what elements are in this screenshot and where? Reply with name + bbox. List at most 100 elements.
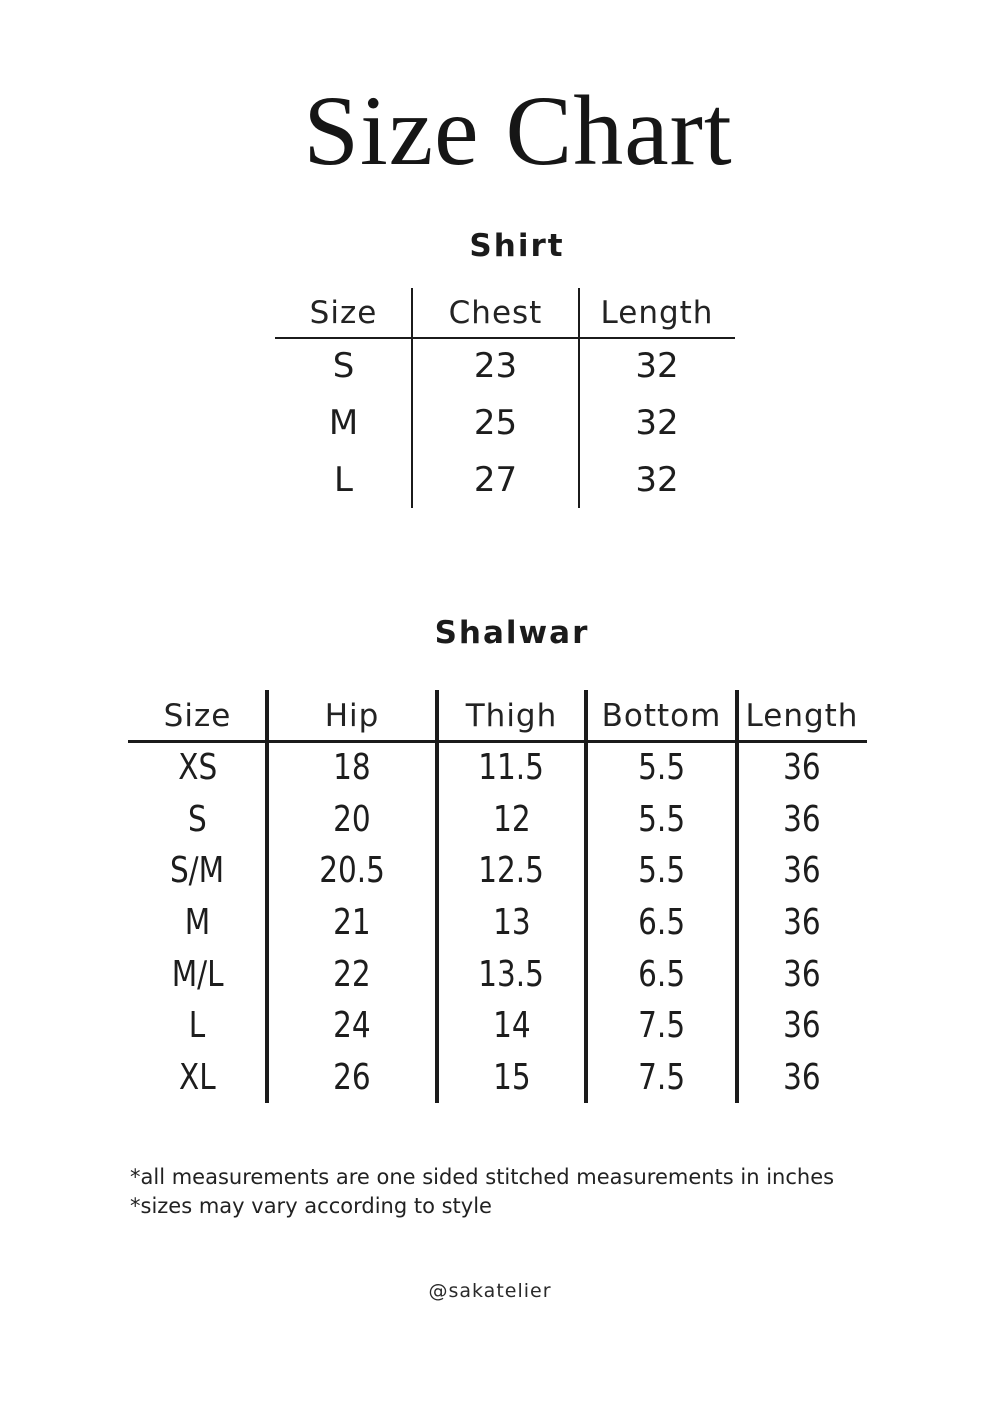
shalwar-cell-length: 36 xyxy=(737,948,867,1000)
shalwar-cell-hip: 20 xyxy=(267,794,437,846)
shirt-cell-length: 32 xyxy=(635,402,679,443)
shalwar-cell-thigh: 13.5 xyxy=(437,948,586,1000)
shalwar-cell-value: 5.5 xyxy=(638,747,685,789)
shalwar-cell-value: 36 xyxy=(783,747,821,789)
shalwar-cell-size: XL xyxy=(128,1051,267,1103)
shalwar-cell-value: 36 xyxy=(783,798,821,840)
shalwar-cell-value: 5.5 xyxy=(638,850,685,892)
shalwar-cell-size: XS xyxy=(128,742,267,794)
shirt-cell-chest: 23 xyxy=(473,346,518,387)
shalwar-cell-value: 36 xyxy=(783,1056,821,1098)
shalwar-cell-value: 13.5 xyxy=(478,953,545,995)
shirt-table-column-divider-2 xyxy=(578,288,580,508)
shalwar-cell-value: 6.5 xyxy=(638,953,685,995)
shalwar-cell-length: 36 xyxy=(737,742,867,794)
shalwar-cell-value: M/L xyxy=(171,953,224,995)
shalwar-cell-value: 21 xyxy=(333,901,371,943)
footnotes: *all measurements are one sided stitched… xyxy=(130,1163,834,1221)
shirt-column-header-chest: Chest xyxy=(448,295,543,331)
shalwar-cell-thigh: 12 xyxy=(437,794,586,846)
shalwar-cell-size: M/L xyxy=(128,948,267,1000)
shalwar-column-header-length: Length xyxy=(745,698,859,734)
shalwar-cell-size: M xyxy=(128,897,267,949)
footnote-sizes-vary: *sizes may vary according to style xyxy=(130,1194,492,1218)
shalwar-table-column-divider-4 xyxy=(735,690,739,1103)
shalwar-cell-bottom: 5.5 xyxy=(586,742,737,794)
shalwar-cell-length: 36 xyxy=(737,794,867,846)
shalwar-column-header-size: Size xyxy=(163,698,232,734)
shalwar-cell-size: S/M xyxy=(128,845,267,897)
shalwar-cell-value: L xyxy=(189,1005,206,1047)
shalwar-cell-value: 24 xyxy=(333,1005,371,1047)
shirt-table-column-divider-1 xyxy=(411,288,413,508)
shalwar-cell-value: 36 xyxy=(783,901,821,943)
shalwar-cell-hip: 22 xyxy=(267,948,437,1000)
shirt-table-header-rule xyxy=(275,337,735,339)
shirt-cell-length: 32 xyxy=(635,459,679,500)
shalwar-size-table: Size Hip Thigh Bottom Length XS 18 11.5 … xyxy=(128,690,867,1103)
shalwar-cell-thigh: 14 xyxy=(437,1000,586,1052)
brand-handle: @sakatelier xyxy=(428,1280,552,1302)
shalwar-cell-bottom: 7.5 xyxy=(586,1000,737,1052)
shalwar-cell-value: 36 xyxy=(783,850,821,892)
shirt-cell-size: M xyxy=(328,402,359,443)
shalwar-table-column-divider-2 xyxy=(435,690,439,1103)
shirt-section-title: Shirt xyxy=(469,228,565,264)
shalwar-cell-value: M xyxy=(184,901,211,943)
shalwar-cell-length: 36 xyxy=(737,1000,867,1052)
shalwar-cell-bottom: 6.5 xyxy=(586,897,737,949)
shalwar-table-column-divider-1 xyxy=(265,690,269,1103)
shalwar-cell-size: S xyxy=(128,794,267,846)
shalwar-cell-value: 12 xyxy=(492,798,531,840)
shalwar-cell-value: S xyxy=(188,798,207,840)
shalwar-cell-value: 11.5 xyxy=(478,747,545,789)
shalwar-cell-hip: 20.5 xyxy=(267,845,437,897)
shalwar-cell-hip: 26 xyxy=(267,1051,437,1103)
shalwar-cell-hip: 24 xyxy=(267,1000,437,1052)
shalwar-cell-value: 12.5 xyxy=(478,850,545,892)
shirt-cell-chest: 25 xyxy=(473,402,518,443)
shalwar-cell-value: 15 xyxy=(492,1056,531,1098)
shalwar-cell-value: 7.5 xyxy=(638,1005,685,1047)
shalwar-cell-bottom: 5.5 xyxy=(586,845,737,897)
shalwar-cell-value: 5.5 xyxy=(638,798,685,840)
shalwar-cell-size: L xyxy=(128,1000,267,1052)
shalwar-cell-value: 36 xyxy=(783,953,821,995)
shalwar-cell-hip: 21 xyxy=(267,897,437,949)
shalwar-cell-value: S/M xyxy=(170,850,225,892)
shalwar-cell-value: 6.5 xyxy=(638,901,685,943)
shalwar-cell-length: 36 xyxy=(737,1051,867,1103)
shalwar-cell-hip: 18 xyxy=(267,742,437,794)
shalwar-cell-value: 20 xyxy=(333,798,371,840)
shalwar-cell-value: 7.5 xyxy=(638,1056,685,1098)
shalwar-section-title: Shalwar xyxy=(434,615,590,651)
shalwar-cell-value: 14 xyxy=(492,1005,531,1047)
shalwar-cell-length: 36 xyxy=(737,897,867,949)
shalwar-cell-thigh: 12.5 xyxy=(437,845,586,897)
shirt-column-header-size: Size xyxy=(309,295,378,331)
shalwar-column-header-hip: Hip xyxy=(324,698,380,734)
shalwar-cell-bottom: 7.5 xyxy=(586,1051,737,1103)
shalwar-cell-bottom: 5.5 xyxy=(586,794,737,846)
shirt-cell-size: S xyxy=(332,346,355,387)
shirt-column-header-length: Length xyxy=(600,295,714,331)
shalwar-cell-value: XS xyxy=(178,747,217,789)
shirt-cell-chest: 27 xyxy=(473,459,518,500)
shalwar-cell-value: 22 xyxy=(333,953,371,995)
shalwar-table-column-divider-3 xyxy=(584,690,588,1103)
shirt-cell-size: L xyxy=(334,459,353,500)
shalwar-cell-value: 26 xyxy=(333,1056,371,1098)
shalwar-cell-value: 13 xyxy=(492,901,531,943)
footnote-measurements: *all measurements are one sided stitched… xyxy=(130,1165,835,1189)
shalwar-table-header-rule xyxy=(128,740,867,743)
shalwar-cell-value: 18 xyxy=(333,747,371,789)
shalwar-cell-thigh: 11.5 xyxy=(437,742,586,794)
shalwar-cell-bottom: 6.5 xyxy=(586,948,737,1000)
page-title: Size Chart xyxy=(303,75,733,186)
shalwar-column-header-bottom: Bottom xyxy=(601,698,722,734)
shalwar-cell-length: 36 xyxy=(737,845,867,897)
shalwar-column-header-thigh: Thigh xyxy=(465,698,558,734)
shalwar-cell-value: XL xyxy=(179,1056,216,1098)
shalwar-cell-value: 20.5 xyxy=(319,850,385,892)
